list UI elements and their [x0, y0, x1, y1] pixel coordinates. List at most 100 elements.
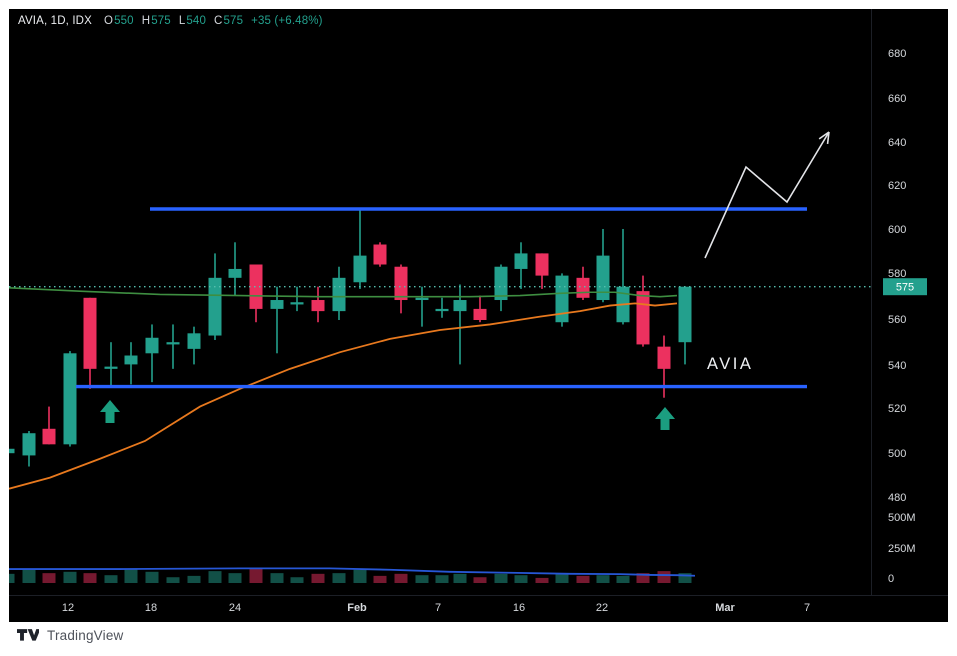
volume-bar [187, 575, 201, 583]
price-axis-label: 660 [888, 93, 906, 105]
symbol-title[interactable]: AVIA, 1D, IDX [18, 15, 92, 27]
time-axis-label: 22 [596, 602, 608, 614]
price-axis[interactable]: 680 660 640 620 600 580 560 540 520 500 480 500M 250… [883, 48, 927, 585]
price-axis-label: 580 [888, 268, 906, 280]
candle-body [473, 308, 487, 320]
volume-bar [415, 575, 429, 583]
volume-bar [104, 575, 118, 583]
ohlc-high-label: H [141, 15, 151, 27]
volume-bar [394, 573, 408, 583]
time-axis-label: 12 [62, 602, 74, 614]
price-axis-label: 600 [888, 224, 906, 236]
candle-body [576, 277, 590, 298]
ohlc-close-value: 575 [223, 15, 244, 27]
candle-body [373, 244, 387, 265]
volume-bar [83, 573, 97, 583]
candle-body [514, 253, 528, 269]
candle-body [415, 297, 429, 301]
price-axis-label: 500 [888, 448, 906, 460]
volume-bar [166, 577, 180, 583]
volume-bar [22, 569, 36, 583]
time-axis-label: Feb [347, 602, 367, 614]
price-axis-label: 520 [888, 403, 906, 415]
candle-body [394, 266, 408, 301]
price-axis-label: 560 [888, 314, 906, 326]
volume-bar [249, 567, 263, 583]
price-axis-label: 640 [888, 137, 906, 149]
volume-bar [290, 577, 304, 583]
candle-body [166, 342, 180, 345]
time-axis-label: 7 [804, 602, 810, 614]
price-axis-label: 480 [888, 492, 906, 504]
volume-bar [145, 571, 159, 583]
ohlc-open-value: 550 [114, 15, 134, 27]
volume-bar [453, 573, 467, 583]
time-axis[interactable]: 12 18 24 Feb 7 16 22 Mar 7 [62, 602, 810, 614]
candle-body [249, 264, 263, 309]
volume-bar [63, 571, 77, 583]
time-axis-label: 7 [435, 602, 441, 614]
time-axis-label: 24 [229, 602, 241, 614]
candle-body [22, 433, 36, 456]
candle-body [555, 275, 569, 323]
candle-body [311, 300, 325, 312]
projection-arrow[interactable] [704, 131, 830, 259]
volume-bar [494, 573, 508, 583]
candle-body [435, 308, 449, 312]
volume-bar [208, 571, 222, 583]
candle-body [636, 291, 650, 345]
candle-body [228, 268, 242, 278]
volume-bar [576, 575, 590, 583]
tradingview-logo-icon[interactable] [17, 627, 39, 644]
ma-slow-line [9, 302, 678, 490]
candle-body [104, 366, 118, 369]
volume-bar [535, 577, 549, 583]
candle-body [657, 346, 671, 369]
projection-arrowhead [826, 131, 830, 145]
time-axis-label: 16 [513, 602, 525, 614]
price-axis-label: 540 [888, 360, 906, 372]
volume-bar [270, 573, 284, 583]
volume-bar [373, 575, 387, 583]
candle-body [494, 266, 508, 301]
candle-body [453, 300, 467, 312]
volume-bar [42, 573, 56, 583]
up-arrow-icon[interactable] [100, 400, 120, 423]
price-axis-label: 0 [888, 573, 894, 585]
volume-bar [636, 573, 650, 583]
ohlc-low-label: L [178, 15, 186, 27]
candle-body [208, 277, 222, 336]
price-axis-label: 680 [888, 48, 906, 60]
candle-body [83, 297, 97, 369]
projection-arrowhead [818, 131, 830, 140]
candle-body [42, 428, 56, 445]
volume-bar [596, 575, 610, 583]
candle-body [9, 448, 15, 454]
legend: AVIA, 1D, IDX O550 H575 L540 C575 +35 (+6.48%… [18, 15, 323, 27]
candle-body [270, 300, 284, 309]
volume-bar [657, 571, 671, 583]
candle-body [332, 277, 346, 312]
volume-bar [616, 575, 630, 583]
price-axis-label: 250M [888, 543, 916, 555]
tradingview-brand[interactable]: TradingView [47, 628, 124, 643]
candle-body [187, 333, 201, 349]
ohlc-low-value: 540 [186, 15, 207, 27]
volume-bar [678, 573, 692, 583]
last-price-badge [883, 278, 927, 296]
volume-bar [514, 575, 528, 583]
up-arrow-icon[interactable] [655, 407, 675, 430]
candle-body [145, 337, 159, 354]
price-axis-label: 500M [888, 512, 916, 524]
plot-area: AVIA [9, 9, 948, 596]
candle-body [290, 302, 304, 305]
volume-bar [555, 573, 569, 583]
price-axis-label: 620 [888, 180, 906, 192]
candle-body [353, 255, 367, 283]
candle-body [535, 253, 549, 276]
candle-body [596, 255, 610, 301]
ohlc-high-value: 575 [151, 15, 171, 27]
volume-bar [9, 573, 15, 583]
volume-bar [311, 573, 325, 583]
